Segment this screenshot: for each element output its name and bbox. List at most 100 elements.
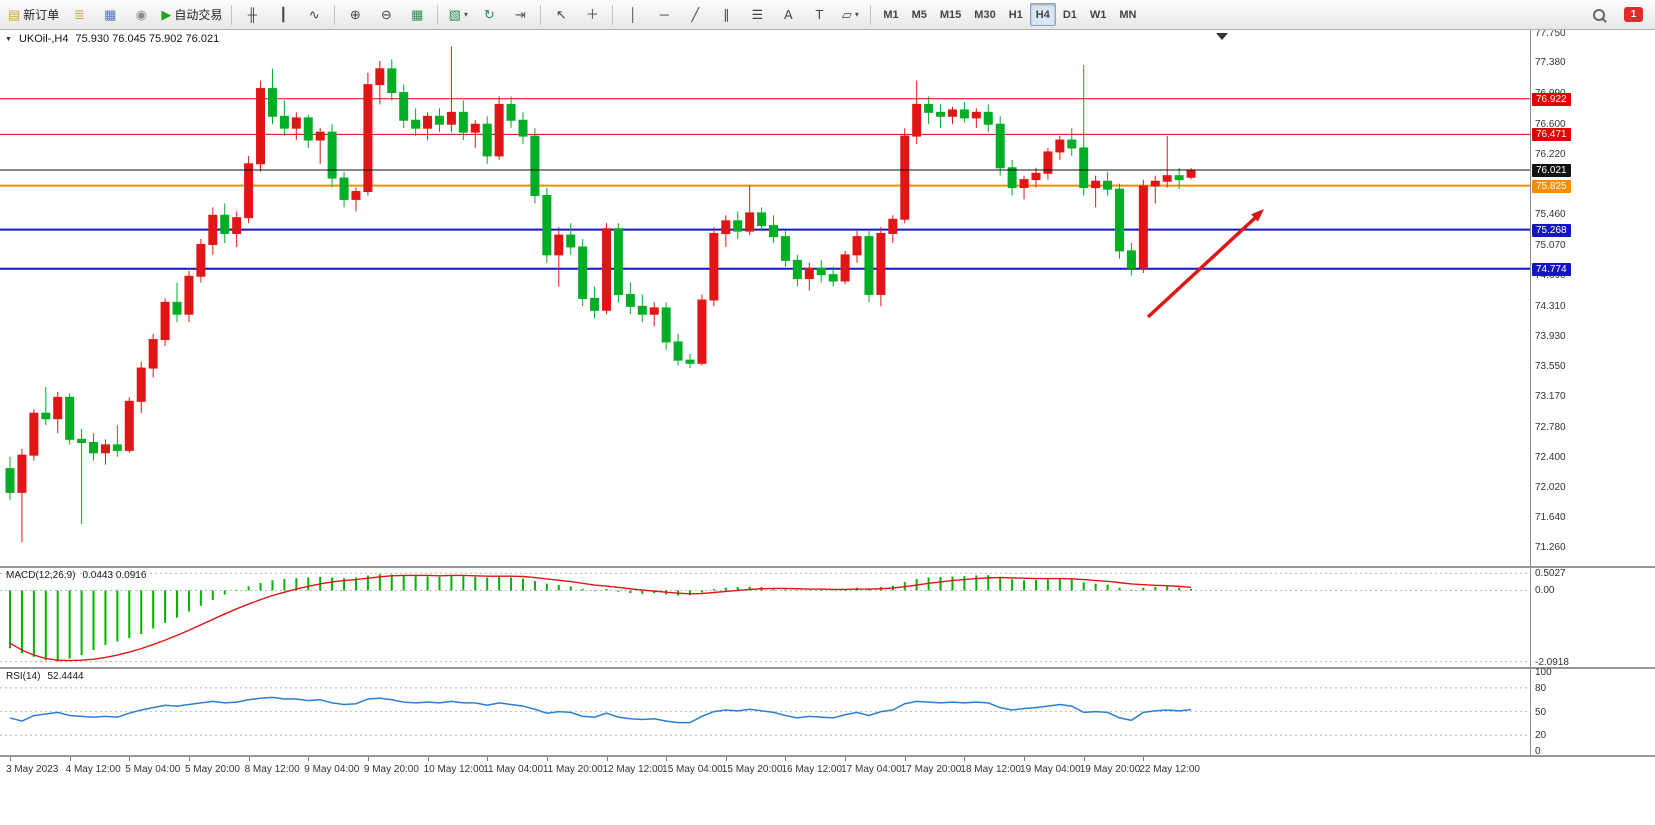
- candle: [41, 412, 51, 420]
- time-label: 10 May 12:00: [423, 764, 485, 775]
- candle: [89, 441, 99, 454]
- candle: [232, 217, 242, 234]
- time-label: 12 May 12:00: [602, 764, 664, 775]
- time-tick: [845, 757, 847, 761]
- price-tick-label: 71.640: [1535, 511, 1566, 523]
- caret-down-icon: ▾: [854, 10, 859, 19]
- zoom-out-button[interactable]: ⊖: [371, 2, 401, 28]
- rsi-pane[interactable]: RSI(14) 52.4444: [0, 669, 1530, 755]
- tile-windows-button[interactable]: ▦: [402, 2, 432, 28]
- candle: [1126, 250, 1136, 269]
- time-axis[interactable]: 3 May 2023 4 May 12:00 5 May 04:00 5 May 20…: [0, 757, 1655, 779]
- collapse-icon: ▼: [5, 35, 12, 43]
- candlestick-chart-icon: ┃: [279, 7, 288, 22]
- time-tick: [308, 757, 310, 761]
- candle: [1114, 188, 1124, 252]
- line-chart-icon: ∿: [308, 7, 320, 22]
- candle: [1174, 175, 1184, 181]
- candlestick-chart-button[interactable]: ┃: [268, 2, 298, 28]
- time-tick: [10, 757, 11, 761]
- label-button[interactable]: T: [804, 2, 834, 28]
- new-chart-icon: ▧: [448, 7, 461, 22]
- bar-chart-icon: ╫: [247, 7, 257, 22]
- candle: [5, 468, 15, 493]
- autotrade-button[interactable]: ▶ 自动交易: [157, 2, 226, 28]
- new-chart-button[interactable]: ▧ ▾: [443, 2, 473, 28]
- candle: [482, 123, 492, 157]
- market-depth-button[interactable]: ≣: [64, 2, 94, 28]
- price-axis[interactable]: 77.75077.38076.99076.60076.22075.84075.4…: [1530, 28, 1654, 757]
- trend-arrow[interactable]: [1146, 216, 1257, 319]
- text-button[interactable]: A: [773, 2, 803, 28]
- rsi-canvas: [0, 687, 1530, 736]
- pane-separator[interactable]: [0, 566, 1655, 568]
- community-button[interactable]: ◉: [126, 2, 156, 28]
- price-badge: 76.471: [1532, 128, 1571, 142]
- search-button[interactable]: [1584, 2, 1614, 28]
- timeframe-w1-button[interactable]: W1: [1089, 8, 1107, 21]
- timeframe-d1-button[interactable]: D1: [1062, 8, 1077, 21]
- macd-pane[interactable]: MACD(12,26,9) 0.0443 0.0916: [0, 568, 1530, 667]
- search-icon: [1593, 8, 1605, 21]
- vertical-line-button[interactable]: │: [618, 2, 648, 28]
- shapes-button[interactable]: ▱ ▾: [835, 2, 865, 28]
- timeframe-m1-button[interactable]: M1: [883, 8, 899, 21]
- candle: [375, 68, 385, 86]
- fibonacci-button[interactable]: ☰: [742, 2, 772, 28]
- rsi-line: [9, 696, 1192, 724]
- candle: [792, 259, 802, 280]
- candle: [709, 232, 719, 301]
- timeframe-m30-button[interactable]: M30: [974, 8, 996, 21]
- pane-separator[interactable]: [0, 755, 1655, 757]
- candle: [780, 236, 790, 261]
- candle: [661, 307, 671, 343]
- timeframe-h1-button[interactable]: H1: [1008, 8, 1023, 21]
- candle: [625, 293, 635, 307]
- auto-scroll-button[interactable]: ↻: [474, 2, 504, 28]
- candle: [208, 214, 218, 246]
- candle: [769, 225, 779, 238]
- candle: [423, 115, 433, 129]
- candle: [1067, 139, 1077, 149]
- trendline-icon: ╱: [691, 7, 700, 22]
- timeframe-m5-button[interactable]: M5: [911, 8, 927, 21]
- fibonacci-icon: ☰: [751, 7, 764, 22]
- price-badge: 75.268: [1532, 223, 1571, 237]
- pane-separator[interactable]: [0, 667, 1655, 669]
- trendline-button[interactable]: ╱: [680, 2, 710, 28]
- price-tick-label: 80: [1535, 682, 1547, 694]
- price-tick-label: 72.400: [1535, 451, 1566, 463]
- notifications-badge[interactable]: 1: [1624, 7, 1643, 22]
- channel-button[interactable]: ∥: [711, 2, 741, 28]
- candle: [745, 212, 755, 232]
- candle: [256, 88, 266, 165]
- line-chart-button[interactable]: ∿: [299, 2, 329, 28]
- chart-shift-marker[interactable]: [1216, 33, 1228, 40]
- candle: [148, 339, 158, 369]
- main-chart-pane[interactable]: ▼ UKOil-,H4 75.930 76.045 75.902 76.021: [0, 30, 1530, 566]
- chart-shift-button[interactable]: ⇥: [505, 2, 535, 28]
- horizontal-line-button[interactable]: ─: [649, 2, 679, 28]
- candle: [1186, 169, 1196, 178]
- candle: [804, 267, 814, 280]
- channel-icon: ∥: [723, 7, 730, 22]
- bar-chart-button[interactable]: ╫: [237, 2, 267, 28]
- price-tick-label: -2.0918: [1535, 656, 1569, 668]
- zoom-in-button[interactable]: ⊕: [340, 2, 370, 28]
- candle: [936, 111, 946, 117]
- new-order-button[interactable]: ▤ 新订单: [4, 2, 63, 28]
- chart-ohlc: 75.930 76.045 75.902 76.021: [75, 33, 220, 45]
- toolbar-separator: [334, 4, 336, 25]
- time-label: 3 May 2023: [6, 764, 59, 775]
- macd-values: 0.0443 0.0916: [82, 570, 147, 581]
- timeframe-mn-button[interactable]: MN: [1119, 8, 1137, 21]
- candle: [160, 301, 170, 341]
- timeframe-h4-button[interactable]: H4: [1029, 3, 1056, 26]
- time-tick: [367, 757, 369, 761]
- cursor-button[interactable]: ↖: [546, 2, 576, 28]
- candle: [733, 220, 743, 232]
- crosshair-button[interactable]: ＋: [577, 2, 607, 28]
- market-watch-button[interactable]: ▦: [95, 2, 125, 28]
- timeframe-m15-button[interactable]: M15: [939, 8, 962, 21]
- toolbar-separator: [540, 4, 542, 25]
